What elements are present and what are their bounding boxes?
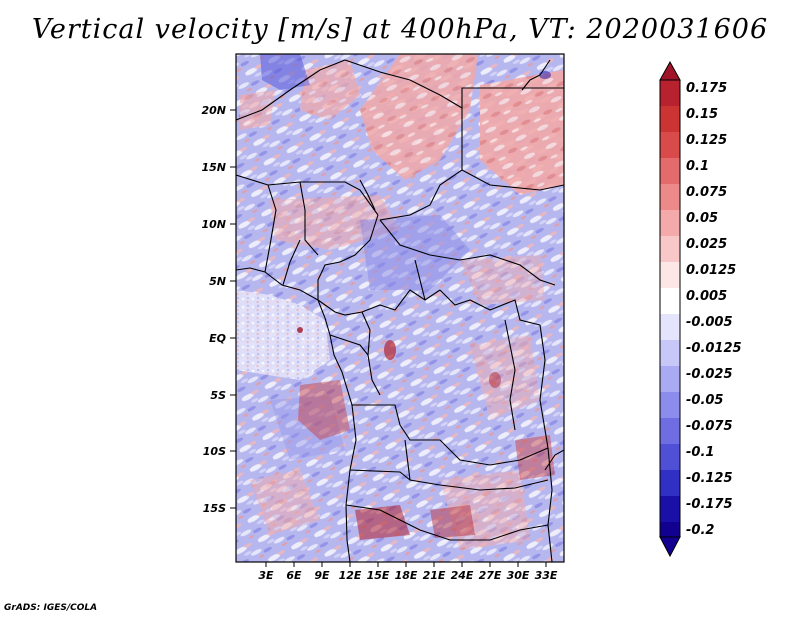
colorbar-label: -0.05 — [686, 393, 723, 408]
lon-label-30e: 30E — [507, 569, 530, 582]
map-title: Vertical velocity [m/s] at 400hPa, VT: 2… — [31, 14, 769, 45]
colorbar-label: 0.025 — [686, 237, 727, 252]
vertical-velocity-field — [236, 54, 564, 562]
colorbar-seg — [660, 392, 680, 418]
colorbar-seg — [660, 184, 680, 210]
country-borders — [236, 59, 564, 562]
lat-label-5n: 5N — [209, 275, 226, 288]
lat-label-15n: 15N — [201, 161, 226, 174]
longitude-axis: 3E 6E 9E 12E 15E 18E 21E 24E 27E 30E 33E — [258, 562, 558, 582]
lon-label-24e: 24E — [451, 569, 474, 582]
lon-label-12e: 12E — [339, 569, 362, 582]
lat-label-eq: EQ — [209, 332, 226, 345]
colorbar-seg — [660, 132, 680, 158]
lat-label-15s: 15S — [203, 502, 226, 515]
colorbar-label: -0.175 — [686, 497, 733, 512]
colorbar-frame — [659, 79, 681, 538]
colorbar-label: 0.005 — [686, 289, 727, 304]
lon-label-21e: 21E — [423, 569, 446, 582]
colorbar-label: -0.025 — [686, 367, 733, 382]
colorbar-label: 0.175 — [686, 81, 727, 96]
lon-label-9e: 9E — [314, 569, 330, 582]
colorbar: 0.175 0.15 0.125 0.1 0.075 0.05 0.025 0.… — [659, 60, 742, 558]
lon-label-18e: 18E — [395, 569, 418, 582]
lon-label-15e: 15E — [367, 569, 390, 582]
lon-label-6e: 6E — [286, 569, 302, 582]
colorbar-label: -0.0125 — [686, 341, 742, 356]
colorbar-label: -0.005 — [686, 315, 733, 330]
lon-label-27e: 27E — [479, 569, 502, 582]
colorbar-seg — [660, 158, 680, 184]
lat-label-10s: 10S — [203, 445, 226, 458]
lon-label-3e: 3E — [258, 569, 274, 582]
colorbar-seg — [660, 522, 680, 537]
colorbar-label: -0.2 — [686, 523, 714, 538]
colorbar-label: 0.125 — [686, 133, 727, 148]
colorbar-label: 0.05 — [686, 211, 718, 226]
lat-label-5s: 5S — [210, 389, 226, 402]
grads-credit: GrADS: IGES/COLA — [4, 603, 98, 613]
colorbar-seg — [660, 288, 680, 314]
colorbar-seg — [660, 470, 680, 496]
colorbar-seg — [660, 262, 680, 288]
colorbar-label: -0.125 — [686, 471, 733, 486]
colorbar-seg — [660, 418, 680, 444]
colorbar-label: 0.0125 — [686, 263, 736, 278]
colorbar-seg — [660, 366, 680, 392]
latitude-axis: 20N 15N 10N 5N EQ 5S 10S 15S — [201, 104, 236, 515]
colorbar-label: 0.1 — [686, 159, 709, 174]
map-frame — [235, 53, 565, 563]
lon-label-33e: 33E — [535, 569, 558, 582]
colorbar-seg — [660, 444, 680, 470]
colorbar-top-arrow — [659, 60, 681, 81]
colorbar-label: -0.075 — [686, 419, 733, 434]
lat-label-10n: 10N — [201, 218, 226, 231]
colorbar-seg — [660, 314, 680, 340]
colorbar-seg — [660, 80, 680, 106]
colorbar-seg — [660, 340, 680, 366]
colorbar-seg — [660, 496, 680, 522]
colorbar-seg — [660, 210, 680, 236]
lat-label-20n: 20N — [201, 104, 226, 117]
colorbar-seg — [660, 106, 680, 132]
colorbar-label: 0.075 — [686, 185, 727, 200]
colorbar-segments — [660, 80, 680, 537]
colorbar-seg — [660, 236, 680, 262]
colorbar-bottom-arrow — [659, 536, 681, 558]
colorbar-label: -0.1 — [686, 445, 714, 460]
colorbar-label: 0.15 — [686, 107, 718, 122]
